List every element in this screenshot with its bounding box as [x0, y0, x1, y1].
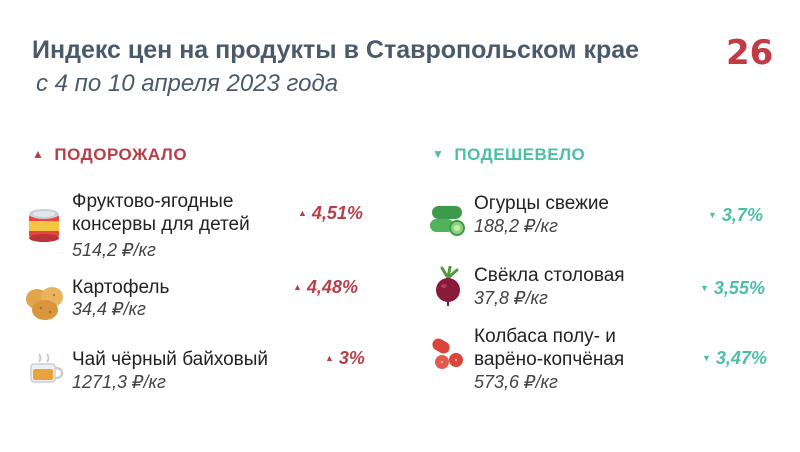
rise-item-1-price: 514,2 ₽/кг — [72, 240, 156, 260]
tea-cup-icon — [30, 353, 64, 383]
logo-26: 26 — [726, 33, 772, 70]
name-line: Колбаса полу- и — [474, 326, 616, 347]
triangle-up-icon: ▲ — [298, 208, 307, 218]
name-line: Чай чёрный байховый — [72, 349, 269, 370]
fall-item-3-price: 573,6 ₽/кг — [474, 372, 558, 392]
fall-heading: ▼ ПОДЕШЕВЕЛО — [432, 145, 585, 165]
name-line: Картофель — [72, 277, 170, 298]
rise-heading-label: ПОДОРОЖАЛО — [54, 145, 188, 164]
fall-item-1-name: Огурцы свежие — [474, 192, 609, 215]
rise-item-1-change: ▲ 4,51% — [298, 203, 363, 224]
triangle-up-icon: ▲ — [293, 282, 302, 292]
change-value: 3,47% — [715, 348, 767, 368]
canned-food-icon — [29, 209, 59, 242]
rise-item-2-change: ▲ 4,48% — [293, 277, 358, 298]
fall-item-2-change: ▼ 3,55% — [700, 278, 765, 299]
name-line: варёно-копчёная — [474, 349, 625, 370]
beet-icon — [436, 266, 460, 306]
change-value: 3,7% — [721, 205, 763, 225]
page-title: Индекс цен на продукты в Ставропольском … — [32, 36, 640, 64]
rise-item-3-change: ▲ 3% — [325, 348, 365, 369]
rise-item-3-name: Чай чёрный байховый — [72, 348, 268, 371]
triangle-down-icon: ▼ — [432, 147, 445, 161]
triangle-up-icon: ▲ — [32, 147, 45, 161]
svg-text:26: 26 — [726, 33, 772, 70]
cucumber-icon — [430, 206, 465, 236]
fall-item-3-name: Колбаса полу- и варёно-копчёная — [474, 325, 624, 371]
rise-item-2-price: 34,4 ₽/кг — [72, 299, 146, 319]
triangle-down-icon: ▼ — [700, 283, 709, 293]
change-value: 3,55% — [713, 278, 765, 298]
triangle-down-icon: ▼ — [708, 210, 717, 220]
page-subtitle: с 4 по 10 апреля 2023 года — [36, 70, 339, 97]
name-line: Свёкла столовая — [474, 265, 625, 286]
name-line: Огурцы свежие — [474, 193, 610, 214]
fall-item-2-name: Свёкла столовая — [474, 264, 625, 287]
potato-icon — [26, 287, 63, 320]
rise-item-2-name: Картофель — [72, 276, 169, 299]
triangle-down-icon: ▼ — [702, 353, 711, 363]
name-line: консервы для детей — [72, 214, 250, 235]
fall-item-2-price: 37,8 ₽/кг — [474, 288, 548, 308]
fall-item-1-change: ▼ 3,7% — [708, 205, 763, 226]
rise-item-3-price: 1271,3 ₽/кг — [72, 372, 166, 392]
name-line: Фруктово-ягодные — [72, 191, 234, 212]
rise-item-1-name: Фруктово-ягодные консервы для детей — [72, 190, 250, 236]
change-value: 4,48% — [306, 277, 358, 297]
change-value: 4,51% — [311, 203, 363, 223]
fall-item-1-price: 188,2 ₽/кг — [474, 216, 558, 236]
sausage-icon — [432, 338, 463, 369]
fall-item-3-change: ▼ 3,47% — [702, 348, 767, 369]
triangle-up-icon: ▲ — [325, 353, 334, 363]
rise-heading: ▲ ПОДОРОЖАЛО — [32, 145, 187, 165]
fall-heading-label: ПОДЕШЕВЕЛО — [454, 145, 586, 164]
change-value: 3% — [338, 348, 365, 368]
